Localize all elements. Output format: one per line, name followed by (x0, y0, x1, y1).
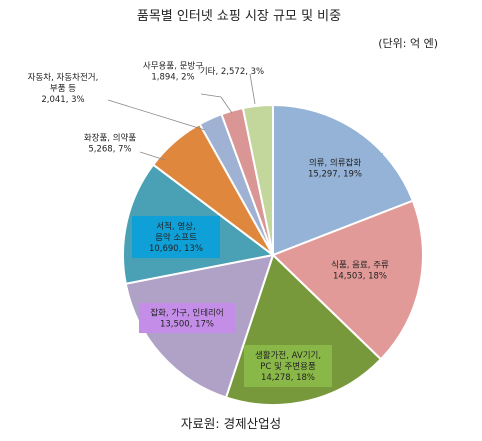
slice-label-text: 5,268, 7% (88, 145, 131, 155)
chart-title: 품목별 인터넷 쇼핑 시장 규모 및 비중 (137, 9, 341, 24)
slice-label-text: 화장품, 의약품 (84, 133, 137, 144)
label-box (316, 255, 404, 285)
slice-label-text: 14,503, 18% (333, 272, 387, 282)
leader-line (139, 151, 166, 161)
leader-line (107, 99, 206, 131)
slice-label-text: 사무용품, 문방구 (143, 61, 203, 72)
slice-label-text: 부품 등 (50, 84, 76, 94)
slice-label-text: 10,690, 13% (149, 244, 203, 254)
leader-lines (107, 73, 256, 161)
slice-label-자동차-자동차전거-부품-등: 자동차, 자동차전거,부품 등2,041, 3% (28, 72, 99, 105)
slice-label-text: 자동차, 자동차전거, (28, 72, 99, 83)
slice-label-text: 15,297, 19% (308, 170, 362, 180)
slice-label-text: 14,278, 18% (261, 373, 315, 383)
label-box (139, 303, 235, 333)
unit-note: (단위: 억 엔) (378, 37, 438, 50)
slice-label-text: 잡화, 가구, 인테리어 (150, 308, 223, 319)
slice-label-text: 의류, 의류잡화 (309, 158, 362, 169)
leader-line (249, 73, 256, 105)
slice-label-text: 기타, 2,572, 3% (200, 67, 264, 77)
slice-label-text: 2,041, 3% (41, 95, 84, 105)
slice-label-text: 13,500, 17% (160, 320, 214, 330)
slice-label-text: 1,894, 2% (151, 73, 194, 83)
leader-line (200, 93, 233, 114)
slice-label-text: 음악 소프트 (155, 232, 197, 243)
label-box (287, 153, 383, 183)
pie-slice-기타 (241, 103, 274, 256)
label-box (132, 216, 220, 258)
slice-label-text: 서적, 영상, (156, 221, 195, 232)
source-note: 자료원: 경제산업성 (181, 416, 281, 431)
slice-label-text: 식품, 음료, 주류 (331, 261, 389, 271)
slice-label-기타: 기타, 2,572, 3% (200, 67, 264, 77)
slice-label-text: PC 및 주변용품 (260, 361, 316, 372)
label-box (244, 345, 332, 387)
slice-label-text: 생활가전, AV기기, (255, 350, 321, 361)
